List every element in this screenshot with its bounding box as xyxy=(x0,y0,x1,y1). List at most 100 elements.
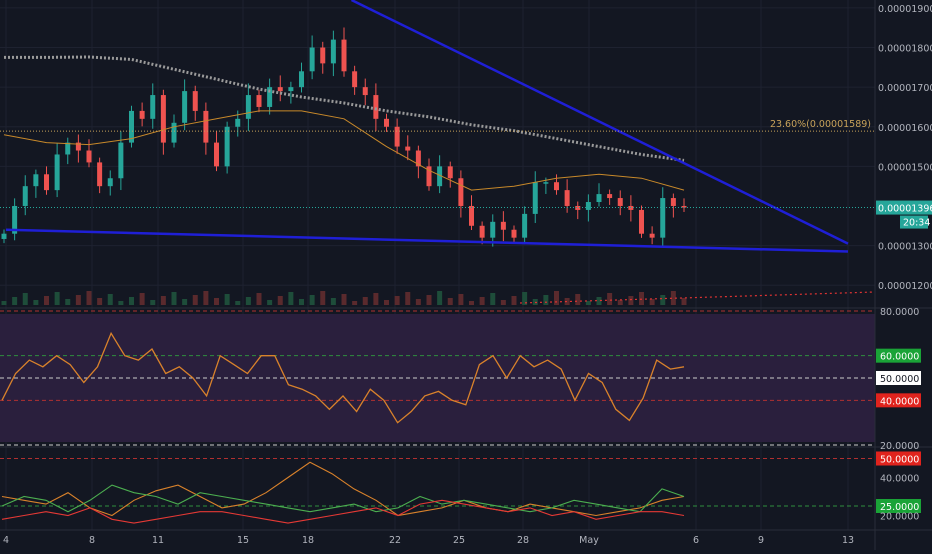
candle[interactable] xyxy=(405,146,411,151)
rsi-tick-label: 40.0000 xyxy=(880,396,919,407)
candle[interactable] xyxy=(437,166,443,187)
candle[interactable] xyxy=(649,233,655,238)
dmi-tick-label: 20.0000 xyxy=(880,512,919,523)
candle[interactable] xyxy=(373,95,379,119)
candle[interactable] xyxy=(139,110,145,119)
candle[interactable] xyxy=(97,162,103,187)
candle[interactable] xyxy=(670,198,676,206)
trendline[interactable] xyxy=(5,228,849,253)
volume-bar xyxy=(511,296,517,305)
x-tick-label: 13 xyxy=(842,535,854,546)
candle[interactable] xyxy=(277,87,283,92)
moving-average-gray[interactable] xyxy=(4,55,685,162)
candle[interactable] xyxy=(447,166,453,179)
candle[interactable] xyxy=(639,209,644,234)
candle[interactable] xyxy=(267,87,273,107)
volume-bar xyxy=(543,295,549,305)
volume-bar xyxy=(649,299,655,305)
candle[interactable] xyxy=(86,150,92,163)
candle[interactable] xyxy=(320,47,326,64)
candle[interactable] xyxy=(235,118,241,127)
dmi-line-orange[interactable] xyxy=(1,461,685,517)
volume-bar xyxy=(628,296,634,305)
dmi-line-red[interactable] xyxy=(1,499,685,524)
candle[interactable] xyxy=(54,154,60,191)
candle[interactable] xyxy=(554,182,559,191)
candle[interactable] xyxy=(75,142,81,151)
candle[interactable] xyxy=(171,122,177,143)
candle[interactable] xyxy=(564,190,570,206)
candle[interactable] xyxy=(415,150,421,167)
candle[interactable] xyxy=(543,182,549,184)
candle[interactable] xyxy=(384,118,389,127)
candle[interactable] xyxy=(12,205,18,234)
fib-level-label: 23.60%(0.00001589) xyxy=(770,119,871,130)
volume-bar xyxy=(171,292,177,305)
candle[interactable] xyxy=(585,202,591,210)
candle[interactable] xyxy=(490,221,496,238)
volume-bar xyxy=(107,294,113,305)
candle[interactable] xyxy=(532,182,538,214)
dmi-panel[interactable] xyxy=(0,458,875,524)
price-panel[interactable]: 23.60%(0.00001589) xyxy=(0,0,876,305)
candle[interactable] xyxy=(129,110,134,143)
candle[interactable] xyxy=(44,174,49,191)
dmi-tick-label: 40.0000 xyxy=(880,474,919,485)
candle[interactable] xyxy=(341,39,347,72)
volume-bar xyxy=(214,298,219,305)
candle[interactable] xyxy=(660,198,666,238)
candle[interactable] xyxy=(192,91,198,111)
candle[interactable] xyxy=(33,174,39,187)
candle[interactable] xyxy=(607,194,613,199)
volume-bar xyxy=(447,298,453,305)
candle[interactable] xyxy=(118,142,124,179)
volume-bar xyxy=(309,295,315,305)
candle[interactable] xyxy=(150,95,156,119)
volume-ma-projection xyxy=(519,291,876,304)
rsi-line[interactable] xyxy=(1,331,685,424)
candle[interactable] xyxy=(214,142,219,167)
candle[interactable] xyxy=(362,87,368,96)
volume-bar xyxy=(235,301,241,305)
candle[interactable] xyxy=(22,186,28,206)
candle[interactable] xyxy=(352,71,358,88)
volume-bar xyxy=(97,298,103,305)
candle[interactable] xyxy=(426,166,432,187)
candle[interactable] xyxy=(394,126,400,147)
moving-average-orange[interactable] xyxy=(3,110,685,191)
candle[interactable] xyxy=(596,194,602,203)
candle[interactable] xyxy=(309,47,315,72)
candle[interactable] xyxy=(330,39,336,64)
candle[interactable] xyxy=(160,95,166,143)
candle[interactable] xyxy=(617,198,623,206)
candle[interactable] xyxy=(65,142,71,155)
candle[interactable] xyxy=(479,225,485,238)
candle[interactable] xyxy=(575,205,581,210)
candle[interactable] xyxy=(288,87,294,92)
candle[interactable] xyxy=(681,205,687,208)
candle[interactable] xyxy=(182,91,188,123)
candle[interactable] xyxy=(511,229,517,238)
candle[interactable] xyxy=(224,126,230,167)
candle[interactable] xyxy=(1,233,7,239)
x-tick-label: 8 xyxy=(89,535,95,546)
volume-bar xyxy=(500,300,506,305)
candle[interactable] xyxy=(203,110,209,143)
candle[interactable] xyxy=(469,205,474,226)
rsi-badge xyxy=(876,348,921,363)
candle[interactable] xyxy=(245,95,251,119)
volume-bar xyxy=(267,300,273,305)
dmi-line-green[interactable] xyxy=(1,484,685,513)
rsi-panel[interactable] xyxy=(0,310,875,446)
volume-bar xyxy=(44,296,49,305)
candle[interactable] xyxy=(500,221,506,230)
candle[interactable] xyxy=(107,178,113,187)
trendline[interactable] xyxy=(350,0,849,245)
candle[interactable] xyxy=(458,178,464,206)
candle[interactable] xyxy=(256,95,262,107)
candle[interactable] xyxy=(299,71,304,88)
volume-bar xyxy=(437,291,443,305)
candle[interactable] xyxy=(522,213,528,238)
